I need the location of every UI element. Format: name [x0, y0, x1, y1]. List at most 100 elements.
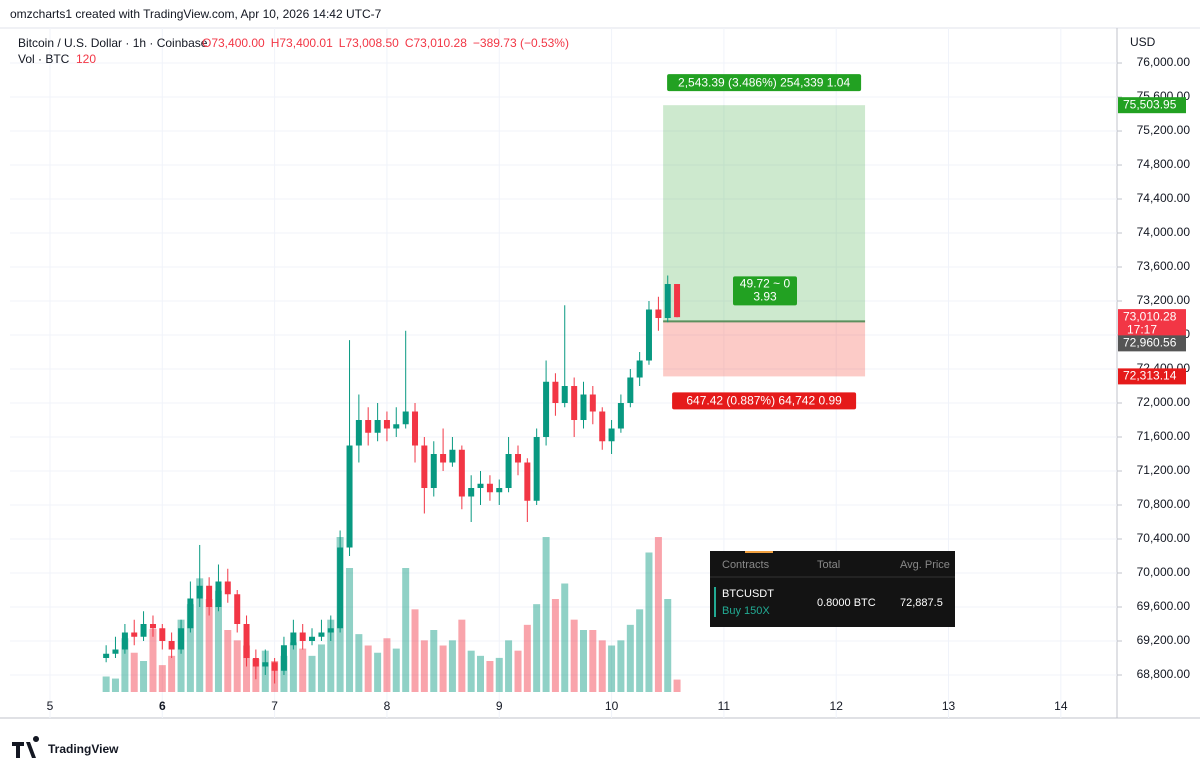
price-tag-bg [1118, 309, 1186, 338]
volume-bar [608, 645, 616, 692]
candle-body [234, 594, 241, 625]
y-tick-label: 73,200.00 [1137, 293, 1191, 307]
stop-label: 647.42 (0.887%) 64,742 0.99 [686, 394, 842, 408]
candle-body [318, 632, 325, 637]
y-tick-label: 69,600.00 [1137, 599, 1191, 613]
candle-body [168, 641, 175, 650]
candle-body [533, 437, 540, 501]
price-tag: 72,960.56 [1123, 336, 1177, 350]
volume-bar [458, 619, 466, 692]
candle [505, 437, 512, 493]
candle [196, 544, 203, 608]
candle-body [543, 381, 550, 438]
volume-bar [589, 630, 597, 692]
volume-bar [205, 599, 213, 692]
volume-bar [177, 619, 185, 692]
volume-bar [111, 678, 119, 692]
y-tick-label: 68,800.00 [1137, 667, 1191, 681]
volume-bar [551, 599, 559, 692]
candle-body [440, 454, 447, 463]
candle-body [299, 632, 306, 642]
candle-body [421, 445, 428, 489]
volume-bar [243, 645, 251, 692]
candle [355, 394, 362, 463]
candle-body [121, 632, 128, 650]
candle-body [636, 360, 643, 378]
candle [290, 619, 297, 650]
volume-bar [299, 648, 307, 692]
candle-body [243, 624, 250, 659]
header: omzcharts1 created with TradingView.com,… [10, 7, 382, 21]
volume-bar [542, 537, 550, 692]
candle [112, 636, 119, 659]
volume-bar [364, 645, 372, 692]
price-tag-bg [1118, 97, 1186, 114]
panel-accent [714, 587, 716, 617]
candle-body [224, 581, 231, 595]
candle [421, 437, 428, 514]
x-tick-label: 11 [718, 699, 731, 713]
candle [309, 628, 316, 646]
panel-tab [745, 551, 773, 553]
volume-bar [430, 630, 438, 692]
volume-bar [317, 644, 325, 692]
candle [280, 636, 287, 676]
candle-body [412, 411, 419, 446]
volume-bar [664, 599, 672, 692]
candle [412, 403, 419, 463]
candle-body [187, 598, 194, 629]
panel-total: 0.8000 BTC [817, 597, 876, 609]
volume-bar [346, 568, 354, 692]
currency-label: USD [1130, 35, 1156, 49]
candle [402, 330, 409, 429]
volume-bar [514, 650, 522, 692]
volume-bar [673, 679, 681, 692]
candle [178, 619, 185, 654]
x-tick-label: 10 [605, 699, 619, 713]
x-tick-label: 9 [496, 699, 503, 713]
candle [543, 360, 550, 446]
candle-body [327, 628, 334, 633]
candle-body [449, 449, 456, 463]
candle [636, 352, 643, 387]
volume-bar [327, 619, 335, 692]
y-tick-label: 73,600.00 [1137, 259, 1191, 273]
candle [645, 301, 652, 365]
candle-body [112, 649, 119, 654]
candle-body [552, 381, 559, 404]
candle [561, 305, 568, 408]
candle [580, 381, 587, 429]
candle [486, 475, 493, 501]
candle [393, 407, 400, 438]
volume-bar [308, 655, 316, 692]
y-tick-label: 70,400.00 [1137, 531, 1191, 545]
y-tick-label: 74,400.00 [1137, 191, 1191, 205]
candle [617, 394, 624, 433]
x-tick-label: 6 [159, 699, 166, 713]
volume-bar [233, 640, 241, 692]
candle-body [561, 386, 568, 404]
candle [524, 458, 531, 523]
brand-name: TradingView [48, 742, 119, 756]
panel-avg: 72,887.5 [900, 597, 943, 609]
x-tick-label: 12 [830, 699, 844, 713]
candle-body [271, 662, 278, 671]
center-label: 3.93 [753, 290, 777, 304]
x-tick-label: 13 [942, 699, 956, 713]
volume-bar [561, 583, 569, 692]
y-tick-label: 71,600.00 [1137, 429, 1191, 443]
volume-bar [636, 609, 644, 692]
center-label-bg [733, 276, 797, 306]
candle [430, 441, 437, 497]
brand-logo [12, 736, 40, 758]
candle-body [599, 411, 606, 442]
candle-body [103, 653, 110, 659]
candle [224, 568, 231, 603]
candle [664, 275, 671, 323]
candle-body [571, 386, 578, 421]
candle-body [337, 547, 344, 629]
candle-body [655, 309, 662, 319]
volume-bar [505, 640, 513, 692]
volume-bar [102, 676, 110, 692]
